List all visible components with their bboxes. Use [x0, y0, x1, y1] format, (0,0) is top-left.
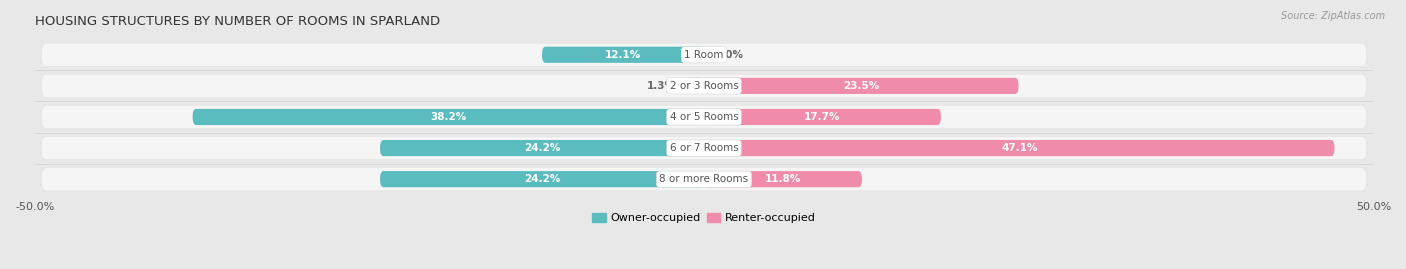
FancyBboxPatch shape	[41, 168, 1367, 191]
Legend: Owner-occupied, Renter-occupied: Owner-occupied, Renter-occupied	[588, 208, 820, 228]
FancyBboxPatch shape	[380, 171, 704, 187]
Text: 12.1%: 12.1%	[605, 50, 641, 60]
FancyBboxPatch shape	[380, 140, 704, 156]
FancyBboxPatch shape	[41, 105, 1367, 129]
FancyBboxPatch shape	[41, 74, 1367, 98]
FancyBboxPatch shape	[41, 43, 1367, 66]
FancyBboxPatch shape	[686, 78, 704, 94]
FancyBboxPatch shape	[193, 109, 704, 125]
FancyBboxPatch shape	[704, 109, 941, 125]
Text: 6 or 7 Rooms: 6 or 7 Rooms	[669, 143, 738, 153]
FancyBboxPatch shape	[41, 136, 1367, 160]
Text: 47.1%: 47.1%	[1001, 143, 1038, 153]
Text: 38.2%: 38.2%	[430, 112, 467, 122]
Text: 8 or more Rooms: 8 or more Rooms	[659, 174, 748, 184]
FancyBboxPatch shape	[704, 78, 1018, 94]
Text: 24.2%: 24.2%	[524, 174, 560, 184]
Text: 23.5%: 23.5%	[844, 81, 879, 91]
Text: Source: ZipAtlas.com: Source: ZipAtlas.com	[1281, 11, 1385, 21]
Text: 17.7%: 17.7%	[804, 112, 841, 122]
Text: 1.3%: 1.3%	[647, 81, 676, 91]
Text: 11.8%: 11.8%	[765, 174, 801, 184]
Text: 2 or 3 Rooms: 2 or 3 Rooms	[669, 81, 738, 91]
Text: 24.2%: 24.2%	[524, 143, 560, 153]
Text: 1 Room: 1 Room	[685, 50, 724, 60]
FancyBboxPatch shape	[541, 47, 704, 63]
FancyBboxPatch shape	[704, 171, 862, 187]
FancyBboxPatch shape	[704, 140, 1334, 156]
Text: HOUSING STRUCTURES BY NUMBER OF ROOMS IN SPARLAND: HOUSING STRUCTURES BY NUMBER OF ROOMS IN…	[35, 15, 440, 28]
Text: 4 or 5 Rooms: 4 or 5 Rooms	[669, 112, 738, 122]
Text: 0.0%: 0.0%	[714, 50, 744, 60]
